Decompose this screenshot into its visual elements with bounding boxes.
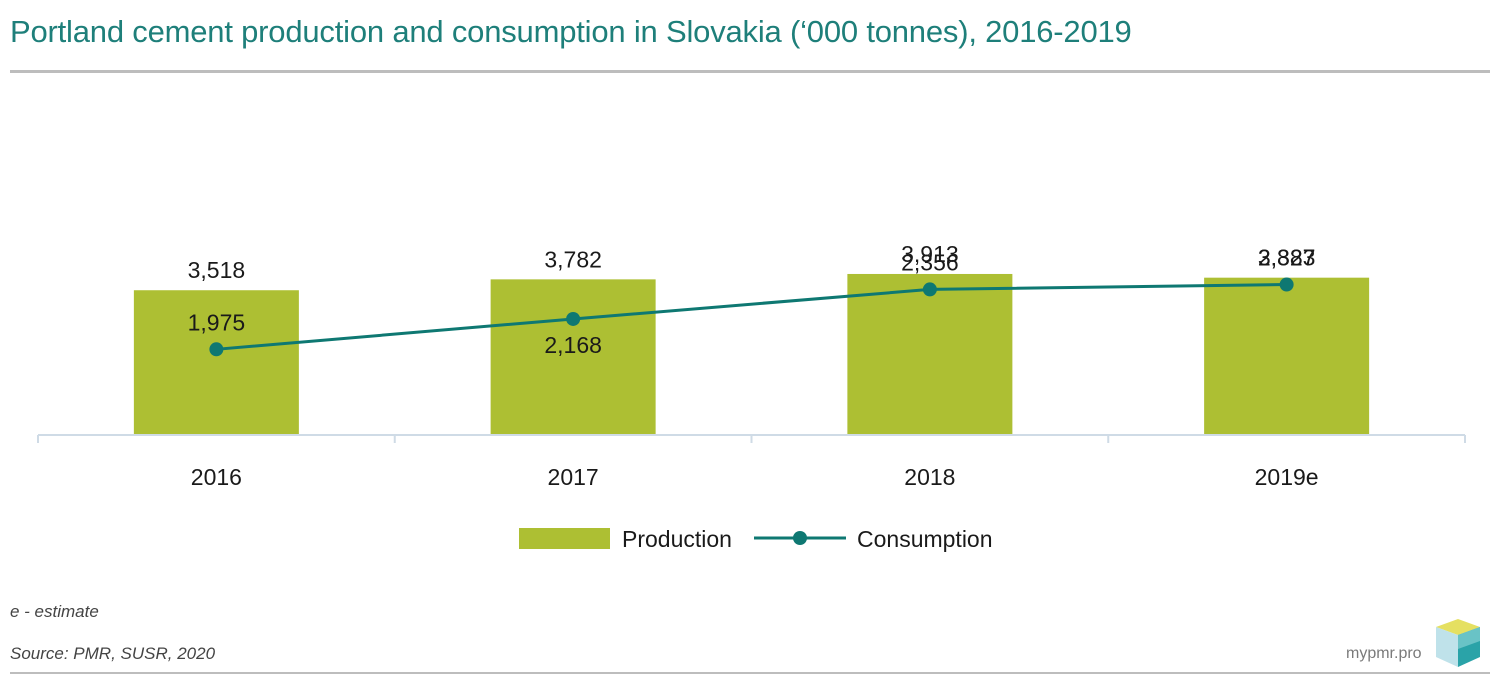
x-tick-label-2017: 2017: [548, 464, 599, 490]
title-divider: [10, 70, 1490, 73]
legend-consumption-label: Consumption: [857, 526, 993, 552]
production-bar-2016: [133, 290, 299, 435]
production-bar-2017: [490, 279, 656, 435]
x-tick-label-2018: 2018: [904, 464, 955, 490]
consumption-value-label-2018: 2,356: [901, 249, 959, 275]
source-note: Source: PMR, SUSR, 2020: [10, 644, 216, 663]
pmr-logo-icon: [1436, 619, 1480, 667]
x-tick-label-2019e: 2019e: [1255, 464, 1319, 490]
production-bar-2018: [847, 273, 1013, 435]
legend-production-label: Production: [622, 526, 732, 552]
legend-consumption-marker: [793, 531, 807, 545]
consumption-point-2018: [922, 282, 937, 297]
consumption-point-2016: [209, 342, 224, 357]
consumption-value-label-2017: 2,168: [544, 332, 602, 358]
production-value-label-2017: 3,782: [544, 246, 602, 272]
footer-divider: [10, 672, 1490, 674]
consumption-value-label-2019e: 2,387: [1258, 245, 1316, 271]
consumption-line: [216, 283, 1287, 351]
chart-title: Portland cement production and consumpti…: [10, 14, 1132, 49]
consumption-value-label-2016: 1,975: [188, 309, 246, 335]
consumption-point-2017: [566, 311, 581, 326]
consumption-point-2019e: [1279, 277, 1294, 292]
chart-canvas: 3,518 3,782 3,913 3,823 1,975 2,168 2,356 2,387…: [37, 241, 1466, 552]
x-tick-label-2016: 2016: [191, 464, 242, 490]
production-value-label-2016: 3,518: [188, 257, 246, 283]
production-bar-2019e: [1204, 277, 1370, 435]
legend-production-swatch: [519, 528, 610, 549]
production-value-label-2018: 3,913: [901, 241, 959, 267]
estimate-note: e - estimate: [10, 602, 99, 621]
production-value-label-2019e: 3,823: [1258, 245, 1316, 271]
site-label: mypmr.pro: [1346, 645, 1422, 662]
